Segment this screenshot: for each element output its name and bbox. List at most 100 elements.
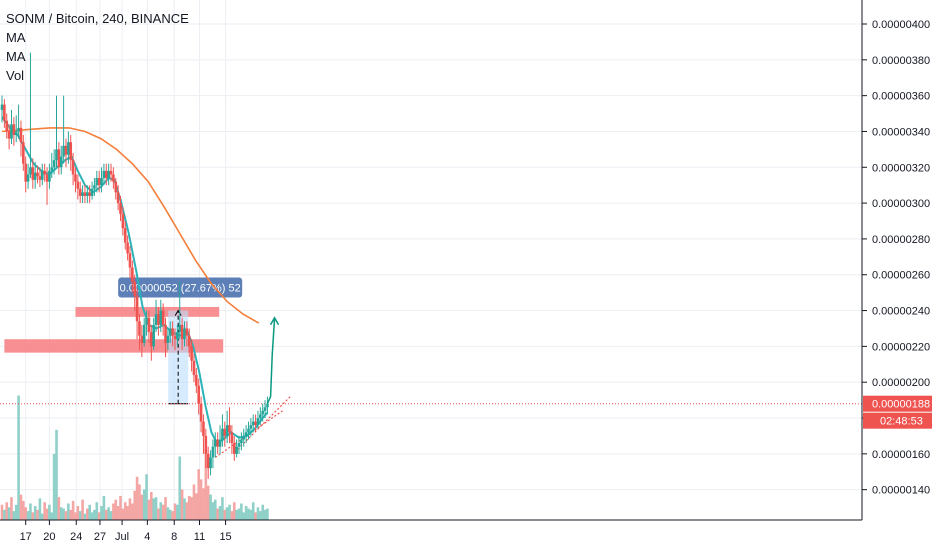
candle bbox=[26, 163, 30, 189]
candle bbox=[230, 425, 234, 454]
candle-body bbox=[235, 446, 238, 454]
volume-bar bbox=[88, 504, 91, 520]
volume-bar bbox=[114, 499, 118, 520]
volume-bar bbox=[150, 492, 153, 520]
price-axis[interactable]: 0.00000400 0.00000380 0.00000360 0.00000340… bbox=[861, 0, 932, 550]
candle-body bbox=[211, 446, 215, 458]
volume-bar bbox=[55, 429, 58, 520]
candle-body bbox=[247, 428, 250, 433]
candle-body bbox=[0, 104, 4, 110]
price-axis-bg bbox=[862, 0, 932, 550]
volume-bar bbox=[12, 511, 16, 520]
candle bbox=[76, 174, 80, 200]
candle bbox=[228, 407, 231, 444]
candle-body bbox=[176, 332, 179, 340]
candle-body bbox=[154, 314, 158, 325]
candle bbox=[64, 138, 68, 168]
candle-body bbox=[33, 172, 37, 180]
price-tick-label: 0.00000360 bbox=[872, 91, 930, 103]
volume-bar bbox=[38, 498, 42, 520]
candle bbox=[263, 400, 267, 419]
price-tick-label: 0.00000140 bbox=[872, 485, 930, 497]
symbol-title[interactable]: SONM / Bitcoin, 240, BINANCE bbox=[6, 11, 189, 26]
volume-bar bbox=[157, 508, 160, 520]
candle-body bbox=[204, 435, 208, 454]
candle bbox=[90, 181, 94, 200]
candle-body bbox=[171, 328, 174, 336]
channel-line bbox=[234, 396, 291, 453]
candle-body bbox=[152, 324, 155, 347]
candle-body bbox=[90, 188, 94, 196]
volume-bar bbox=[261, 504, 264, 520]
candle bbox=[247, 421, 250, 440]
candle-body bbox=[259, 414, 262, 419]
volume-bar bbox=[119, 495, 122, 520]
volume-bar bbox=[247, 508, 250, 520]
price-tick-label: 0.00000380 bbox=[872, 55, 930, 67]
volume-bar bbox=[230, 511, 234, 520]
volume-bar bbox=[147, 499, 151, 520]
candle-body bbox=[121, 213, 125, 229]
candle bbox=[22, 135, 25, 171]
candle bbox=[197, 378, 201, 415]
volume-bar bbox=[131, 503, 134, 520]
time-axis[interactable]: 17 20 24 27 Jul 4 8 11 15 bbox=[0, 519, 862, 550]
countdown-tag-text: 02:48:53 bbox=[880, 416, 923, 428]
volume-bar bbox=[154, 497, 158, 520]
volume-bar bbox=[36, 509, 39, 520]
candle-body bbox=[107, 170, 110, 179]
volume-bar bbox=[242, 512, 246, 520]
volume-bar bbox=[173, 503, 177, 520]
candle-body bbox=[192, 360, 196, 376]
indicator-ma-fast[interactable]: MA bbox=[6, 30, 26, 45]
candle bbox=[100, 167, 103, 193]
volume-bar bbox=[74, 512, 77, 520]
candle-body bbox=[133, 281, 137, 297]
candle bbox=[240, 432, 243, 451]
candle bbox=[145, 310, 148, 336]
candle bbox=[69, 135, 73, 171]
candle-body bbox=[52, 160, 56, 168]
candle-body bbox=[128, 253, 132, 268]
candle-body bbox=[225, 425, 229, 436]
indicator-volume[interactable]: Vol bbox=[6, 68, 25, 83]
candle-body bbox=[81, 192, 84, 196]
volume-bar bbox=[244, 506, 248, 520]
candle-body bbox=[83, 192, 87, 196]
candle bbox=[140, 324, 144, 358]
candle bbox=[83, 185, 87, 204]
target-arrow-head bbox=[269, 316, 280, 326]
time-tick-label: 27 bbox=[94, 531, 106, 543]
candle bbox=[216, 432, 219, 454]
volume-bar bbox=[93, 509, 96, 520]
candle bbox=[135, 289, 139, 340]
volume-bar bbox=[209, 494, 212, 520]
price-tick-label: 0.00000260 bbox=[872, 270, 930, 282]
candle-body bbox=[218, 439, 222, 447]
candle bbox=[133, 274, 137, 311]
candle bbox=[123, 221, 127, 250]
volume-bar bbox=[45, 508, 49, 520]
volume-bar bbox=[145, 474, 148, 520]
candle bbox=[185, 321, 189, 347]
volume-bar bbox=[83, 513, 87, 520]
candle-body bbox=[48, 170, 51, 182]
volume-bar bbox=[240, 503, 243, 520]
candle bbox=[109, 163, 113, 182]
candle bbox=[17, 104, 20, 139]
candle bbox=[176, 324, 179, 347]
indicator-ma-slow[interactable]: MA bbox=[6, 49, 26, 64]
candle-body bbox=[74, 174, 77, 182]
candle-body bbox=[24, 163, 27, 182]
candle bbox=[126, 235, 129, 261]
volume-bar bbox=[95, 502, 99, 520]
volume-bar bbox=[266, 508, 269, 520]
volume-bar bbox=[128, 498, 132, 520]
volume-bar bbox=[178, 456, 182, 520]
candle bbox=[71, 152, 75, 186]
last-price-tag-bg bbox=[863, 395, 932, 412]
candle-body bbox=[97, 178, 101, 186]
candle-body bbox=[223, 428, 227, 436]
volume-bar bbox=[187, 495, 191, 520]
